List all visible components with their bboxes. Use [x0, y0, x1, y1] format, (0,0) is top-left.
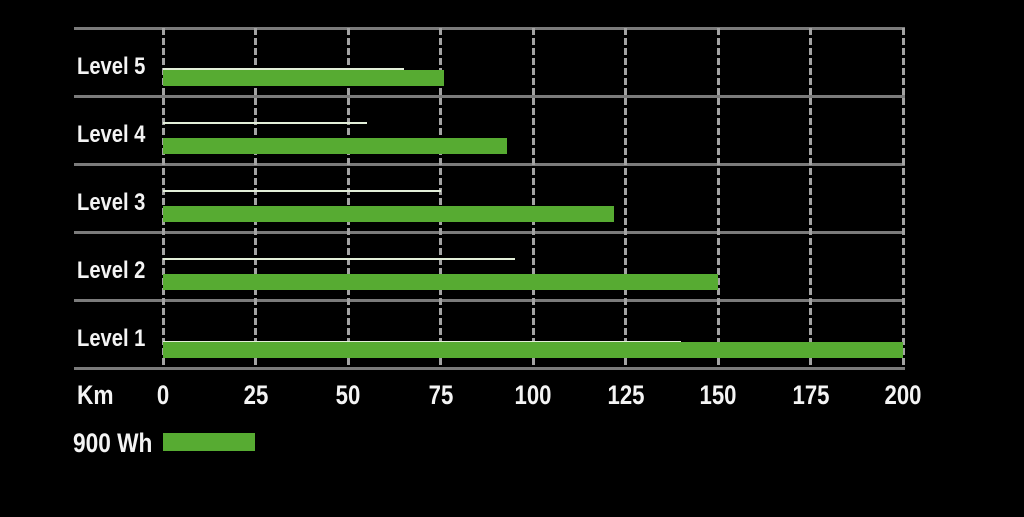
row-divider-line	[74, 299, 905, 302]
row-divider-line	[74, 367, 905, 370]
x-tick-label-25: 25	[243, 380, 268, 410]
range-bar-level-1	[163, 342, 903, 358]
row-label-level-5: Level 5	[77, 53, 146, 80]
grid-line-100km	[531, 28, 535, 368]
legend-swatch-green	[163, 433, 255, 451]
x-tick-label-175: 175	[792, 380, 829, 410]
row-divider-line	[74, 95, 905, 98]
x-tick-label-0: 0	[156, 380, 170, 410]
grid-line-125km	[624, 28, 627, 368]
grid-line-175km	[809, 28, 812, 368]
row-label-level-1: Level 1	[77, 325, 146, 352]
row-divider-line	[74, 27, 905, 30]
row-divider-line	[74, 231, 905, 234]
legend-label-900wh: 900 Wh	[73, 428, 153, 458]
thin-marker-line-level-5	[163, 68, 404, 70]
row-label-level-4: Level 4	[77, 121, 146, 148]
x-tick-label-150: 150	[699, 380, 737, 410]
grid-line-200km	[901, 28, 905, 368]
x-axis-unit-label: Km	[77, 380, 114, 410]
row-divider-line	[74, 163, 905, 166]
grid-line-25km	[254, 28, 257, 368]
grid-line-50km	[346, 28, 350, 368]
x-tick-label-100: 100	[514, 380, 552, 410]
x-tick-label-125: 125	[607, 380, 644, 410]
range-bar-level-5	[163, 70, 445, 86]
range-bar-level-3	[163, 206, 615, 222]
grid-line-150km	[716, 28, 720, 368]
grid-line-0km	[161, 28, 165, 368]
range-bar-level-2	[163, 274, 718, 290]
thin-marker-line-level-4	[163, 122, 367, 124]
grid-line-75km	[439, 28, 442, 368]
x-tick-label-50: 50	[335, 380, 361, 410]
x-tick-label-200: 200	[884, 380, 922, 410]
thin-marker-line-level-3	[163, 190, 441, 192]
x-tick-label-75: 75	[428, 380, 453, 410]
range-bar-level-4	[163, 138, 508, 154]
row-label-level-3: Level 3	[77, 189, 146, 216]
thin-marker-line-level-2	[163, 258, 515, 260]
row-label-level-2: Level 2	[77, 257, 146, 284]
